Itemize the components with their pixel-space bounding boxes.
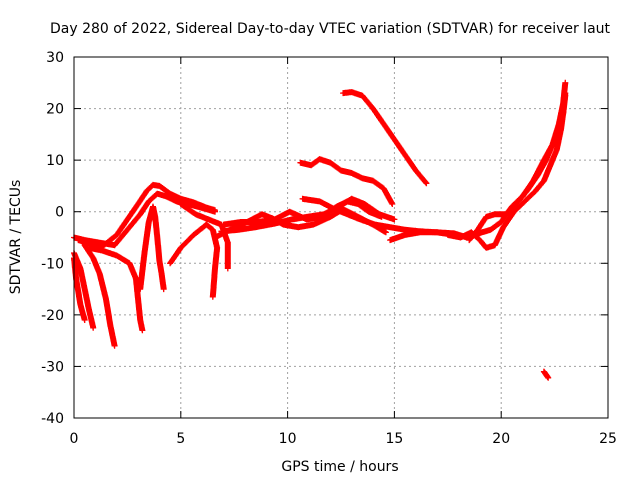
data-series-arc-05 [86, 244, 146, 334]
chart-title: Day 280 of 2022, Sidereal Day-to-day VTE… [50, 21, 611, 37]
y-axis-label: SDTVAR / TECUs [8, 180, 24, 295]
data-markers [340, 89, 430, 187]
data-markers [177, 201, 231, 272]
data-markers [466, 90, 569, 244]
y-tick-label: -10 [41, 256, 64, 272]
x-tick-label: 0 [70, 431, 79, 447]
x-tick-label: 25 [599, 431, 617, 447]
data-markers [75, 181, 218, 249]
data-series-arc-02 [75, 181, 218, 249]
y-tick-label: 20 [46, 102, 64, 118]
data-markers [297, 156, 396, 207]
y-tick-label: 0 [55, 205, 64, 221]
y-tick-label: -20 [41, 308, 64, 324]
plot-frame [73, 56, 609, 419]
data-series-arc-07 [137, 203, 167, 293]
y-tick-label: -30 [41, 359, 64, 375]
labels-layer: 0 5 10 15 20 25 -40 -30 -20 -10 0 10 20 30 [41, 50, 617, 447]
data-layer [71, 79, 569, 381]
y-tick-label: 30 [46, 50, 64, 66]
x-tick-label: 10 [279, 431, 297, 447]
data-series-arc-04 [81, 242, 118, 349]
data-series-arc-19 [540, 368, 552, 381]
x-axis-label: GPS time / hours [281, 459, 398, 475]
data-series-arc-18 [466, 90, 569, 244]
x-tick-label: 15 [385, 431, 403, 447]
data-markers [81, 242, 118, 349]
x-tick-label: 5 [176, 431, 185, 447]
y-tick-label: -40 [41, 411, 64, 427]
data-series-arc-09 [177, 201, 231, 272]
data-markers [137, 203, 167, 293]
y-tick-label: 10 [46, 153, 64, 169]
x-tick-label: 20 [492, 431, 510, 447]
data-markers [86, 244, 146, 334]
data-series-arc-15 [340, 89, 430, 187]
data-markers [540, 368, 552, 381]
data-series-arc-13 [297, 156, 396, 207]
